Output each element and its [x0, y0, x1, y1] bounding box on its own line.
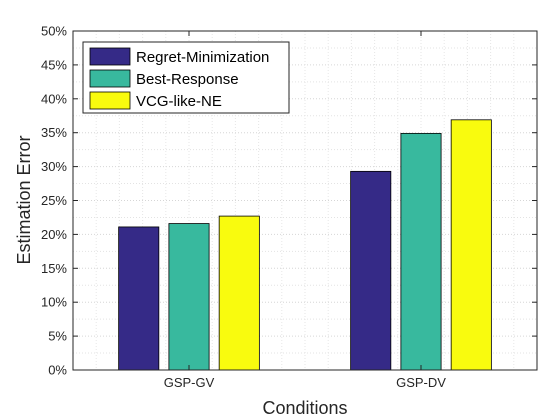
y-tick-label: 45% [41, 57, 67, 72]
y-tick-label: 5% [48, 329, 67, 344]
bar-best-response-gsp-gv [168, 223, 210, 371]
bar-regret-minimization-gsp-gv [118, 226, 160, 371]
y-ticks: 0% 5% 10% 15% 20% 25% 30% 35% 40% 45% 50% [41, 24, 537, 378]
x-axis-title: Conditions [262, 398, 347, 418]
y-tick-label: 10% [41, 295, 67, 310]
y-tick-label: 35% [41, 125, 67, 140]
legend-label: VCG-like-NE [136, 93, 222, 110]
y-tick-label: 30% [41, 159, 67, 174]
y-tick-label: 25% [41, 193, 67, 208]
legend-swatch [89, 69, 131, 88]
legend-label: Regret-Minimization [136, 49, 269, 66]
y-axis-title: Estimation Error [14, 135, 34, 264]
legend-label: Best-Response [136, 71, 239, 88]
y-tick-label: 15% [41, 261, 67, 276]
x-tick-label: GSP-DV [396, 375, 446, 390]
y-tick-label: 50% [41, 24, 67, 39]
y-tick-label: 0% [48, 363, 67, 378]
bar-best-response-gsp-dv [400, 132, 442, 371]
legend-swatch [89, 91, 131, 110]
x-ticks: GSP-GV GSP-DV [164, 31, 446, 390]
legend: Regret-Minimization Best-Response VCG-like… [82, 41, 290, 114]
y-tick-label: 20% [41, 227, 67, 242]
x-tick-label: GSP-GV [164, 375, 215, 390]
bar-vcg-like-ne-gsp-dv [450, 119, 492, 371]
bar-vcg-like-ne-gsp-gv [218, 215, 260, 371]
bars [118, 119, 492, 371]
y-tick-label: 40% [41, 91, 67, 106]
bar-regret-minimization-gsp-dv [350, 170, 392, 371]
legend-swatch [89, 47, 131, 66]
